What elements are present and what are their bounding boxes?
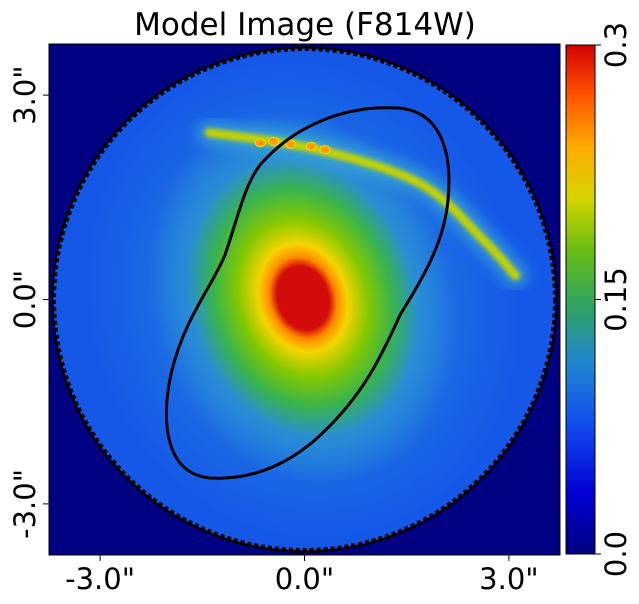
- image-plot: [49, 44, 560, 555]
- colorbar-tick-label: 0.15: [599, 267, 633, 332]
- x-axis: -3.0" 0.0" 3.0": [65, 555, 539, 596]
- y-tick-label: 0.0": [8, 270, 42, 329]
- arc-knot: [305, 141, 317, 151]
- colorbar-tick-label: 0.3: [599, 22, 633, 68]
- colorbar-tick-label: 0.0: [599, 531, 633, 577]
- mask-boundary-solid: [51, 46, 558, 553]
- arc-knots: [254, 136, 331, 155]
- x-tick-label: 0.0": [275, 562, 334, 596]
- colorbar-ticks: 0.0 0.15 0.3: [595, 22, 633, 577]
- y-tick-label: -3.0": [8, 469, 42, 539]
- galaxy-light-profile: [148, 111, 458, 485]
- arc-knot: [319, 145, 331, 155]
- x-tick-label: 3.0": [479, 562, 538, 596]
- x-tick-label: -3.0": [65, 562, 135, 596]
- y-axis: 3.0" 0.0" -3.0": [8, 65, 49, 539]
- colorbar-gradient: [565, 44, 596, 555]
- arc-knot: [285, 139, 297, 149]
- arc-knot: [254, 138, 266, 148]
- caustic-curve: [164, 106, 451, 480]
- chart-title: Model Image (F814W): [134, 7, 476, 43]
- arc-knot: [268, 136, 280, 146]
- y-tick-label: 3.0": [8, 65, 42, 124]
- masked-image-region: [53, 48, 556, 551]
- colorbar: 0.0 0.15 0.3: [565, 22, 633, 577]
